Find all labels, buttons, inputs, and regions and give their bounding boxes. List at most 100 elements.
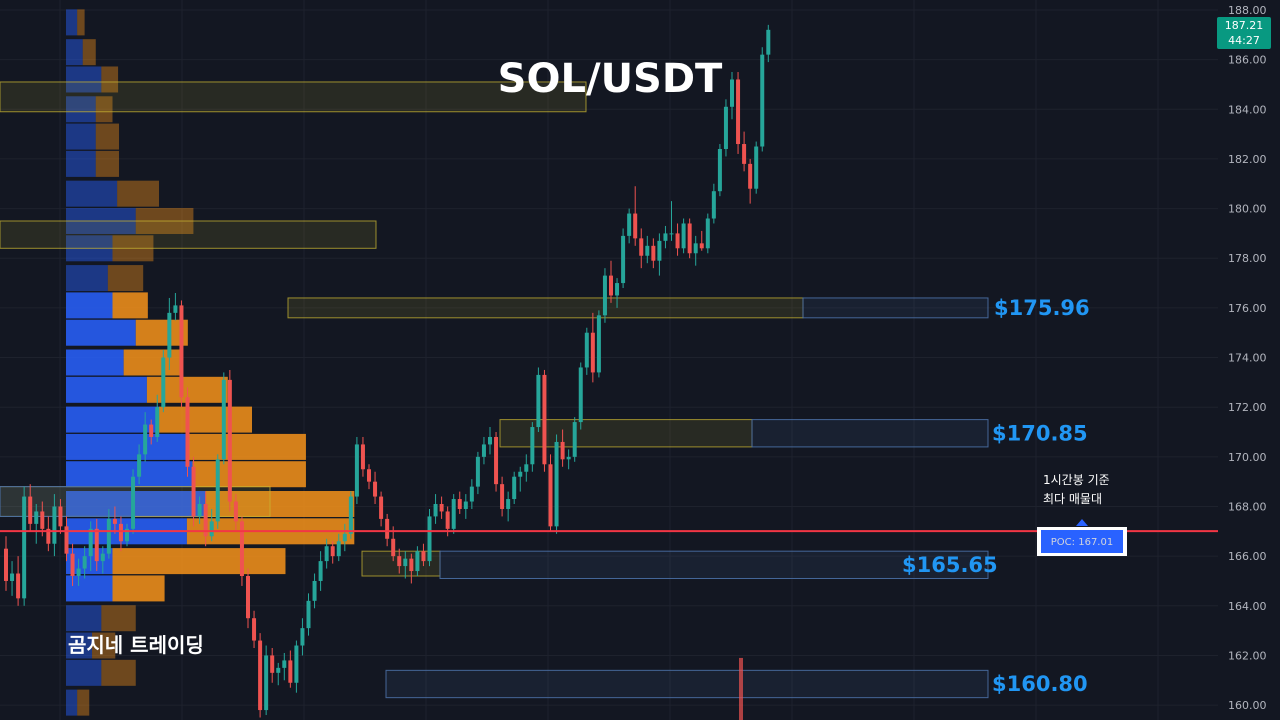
volume-profile-up-bar — [66, 689, 78, 716]
candle-body — [149, 424, 154, 437]
current-price-countdown: 44:27 — [1228, 34, 1260, 47]
candle-body — [221, 379, 226, 460]
candle-body — [385, 518, 390, 539]
supply-zone — [0, 220, 377, 249]
candle-body — [167, 312, 172, 358]
volume-profile-down-bar — [159, 406, 252, 433]
candle-body — [252, 618, 257, 641]
level-label: $170.85 — [992, 421, 1088, 445]
y-tick-label: 178.00 — [1228, 252, 1267, 265]
poc-note-line1: 1시간봉 기준 — [1043, 473, 1110, 487]
poc-label: POC: 167.01 — [1051, 537, 1113, 548]
candle-body — [318, 561, 323, 581]
candle-body — [639, 238, 644, 256]
volume-profile-up-bar — [66, 376, 147, 403]
candle-body — [397, 556, 402, 567]
candle-body — [143, 424, 148, 455]
candle-body — [427, 516, 432, 562]
volume-profile-up-bar — [66, 292, 113, 319]
poc-arrow-icon — [1076, 519, 1088, 526]
candle-body — [512, 476, 517, 500]
y-tick-label: 166.00 — [1228, 550, 1267, 563]
candle-body — [16, 573, 21, 599]
candle-body — [421, 551, 426, 562]
volume-profile-up-bar — [66, 319, 136, 346]
candle-body — [518, 471, 523, 477]
current-price-tag[interactable] — [1217, 17, 1271, 49]
candle-body — [324, 546, 329, 562]
volume-profile-down-bar — [192, 461, 306, 488]
volume-profile-down-bar — [112, 292, 148, 319]
candle-body — [657, 240, 662, 261]
candle-body — [227, 379, 232, 502]
candle-body — [391, 538, 396, 557]
candle-body — [215, 459, 220, 522]
y-tick-label: 162.00 — [1228, 649, 1267, 662]
candle-body — [118, 523, 123, 542]
candle-body — [294, 645, 299, 683]
candle-body — [373, 481, 378, 497]
supply-zone — [287, 297, 804, 319]
candle-body — [137, 454, 142, 477]
volume-profile-up-bar — [66, 575, 113, 602]
volume-profile-down-bar — [95, 123, 120, 150]
volume-profile-up-bar — [66, 123, 96, 150]
candle-body — [669, 233, 674, 235]
volume-profile-down-bar — [135, 319, 188, 346]
candle-body — [730, 79, 734, 107]
candle-body — [542, 374, 547, 465]
candle-body — [312, 580, 317, 601]
candle-body — [4, 548, 8, 581]
candle-body — [596, 315, 601, 373]
candle-body — [415, 551, 420, 572]
volume-profile-up-bar — [66, 491, 206, 518]
current-price-value: 187.21 — [1225, 19, 1264, 32]
candle-body — [475, 456, 480, 487]
candle-body — [264, 655, 269, 711]
candle-body — [451, 499, 456, 529]
candle-body — [106, 518, 111, 554]
candle-body — [282, 660, 287, 668]
candle-body — [681, 223, 686, 249]
chart-title: SOL/USDT — [498, 56, 723, 102]
candle-body — [354, 444, 359, 497]
candle-body — [651, 245, 656, 261]
candle-body — [246, 576, 250, 619]
candle-body — [554, 441, 559, 527]
candle-body — [457, 499, 462, 509]
y-tick-label: 184.00 — [1228, 103, 1267, 116]
candle-body — [330, 546, 335, 557]
volume-profile-up-bar — [66, 96, 96, 123]
y-tick-label: 160.00 — [1228, 699, 1267, 712]
volume-profile-down-bar — [95, 150, 120, 177]
candle-body — [742, 144, 747, 164]
candle-body — [560, 441, 565, 460]
level-zone — [385, 669, 989, 699]
candle-body — [736, 79, 741, 145]
y-tick-label: 164.00 — [1228, 600, 1267, 613]
candle-body — [336, 541, 341, 557]
volume-profile-up-bar — [66, 39, 83, 66]
candle-body — [548, 464, 553, 527]
candle-body — [306, 600, 311, 629]
candle-body — [633, 213, 638, 239]
candle-body — [22, 496, 27, 599]
y-tick-label: 188.00 — [1228, 4, 1267, 17]
candle-body — [58, 506, 63, 527]
volume-profile-up-bar — [66, 9, 78, 36]
volume-profile — [66, 9, 355, 716]
candle-body — [711, 191, 716, 219]
volume-profile-down-bar — [101, 659, 136, 686]
candle-body — [239, 521, 244, 577]
volume-profile-up-bar — [66, 349, 124, 376]
candle-body — [445, 511, 450, 529]
candle-body — [288, 660, 293, 683]
candle-body — [433, 504, 438, 517]
poc-label-inner — [1041, 530, 1123, 553]
candle-body — [524, 464, 529, 472]
level-zone — [0, 486, 135, 517]
level-labels: $175.96 $170.85 $165.65 $160.80 — [902, 296, 1090, 696]
candle-body — [530, 427, 535, 465]
price-axis[interactable]: 160.00 162.00 164.00 166.00 168.00 170.00 172.… — [1228, 4, 1267, 712]
